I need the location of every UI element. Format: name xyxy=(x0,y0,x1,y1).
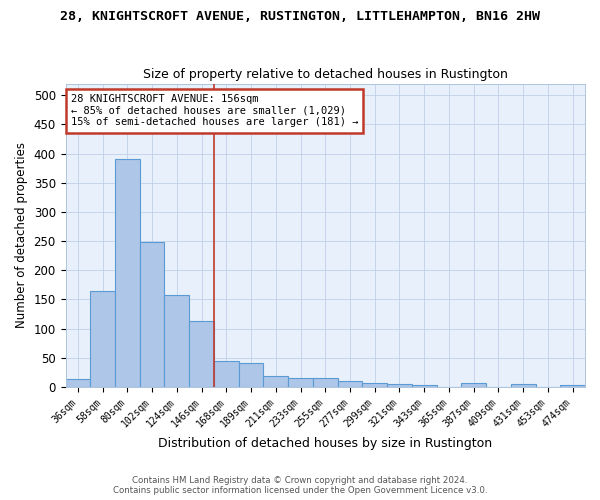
Bar xyxy=(288,378,313,387)
Bar xyxy=(560,385,585,387)
Bar xyxy=(461,383,486,387)
Bar xyxy=(140,242,164,387)
Bar xyxy=(115,160,140,387)
X-axis label: Distribution of detached houses by size in Rustington: Distribution of detached houses by size … xyxy=(158,437,493,450)
Bar xyxy=(313,378,338,387)
Bar xyxy=(362,384,387,387)
Bar xyxy=(263,376,288,387)
Text: Contains HM Land Registry data © Crown copyright and database right 2024.
Contai: Contains HM Land Registry data © Crown c… xyxy=(113,476,487,495)
Bar xyxy=(65,380,90,387)
Y-axis label: Number of detached properties: Number of detached properties xyxy=(15,142,28,328)
Bar xyxy=(412,385,437,387)
Bar xyxy=(164,296,189,387)
Bar xyxy=(214,362,239,387)
Title: Size of property relative to detached houses in Rustington: Size of property relative to detached ho… xyxy=(143,68,508,81)
Bar xyxy=(338,381,362,387)
Bar xyxy=(387,384,412,387)
Bar xyxy=(90,290,115,387)
Bar xyxy=(239,363,263,387)
Bar xyxy=(189,321,214,387)
Bar xyxy=(511,384,536,387)
Text: 28, KNIGHTSCROFT AVENUE, RUSTINGTON, LITTLEHAMPTON, BN16 2HW: 28, KNIGHTSCROFT AVENUE, RUSTINGTON, LIT… xyxy=(60,10,540,23)
Text: 28 KNIGHTSCROFT AVENUE: 156sqm
← 85% of detached houses are smaller (1,029)
15% : 28 KNIGHTSCROFT AVENUE: 156sqm ← 85% of … xyxy=(71,94,358,128)
